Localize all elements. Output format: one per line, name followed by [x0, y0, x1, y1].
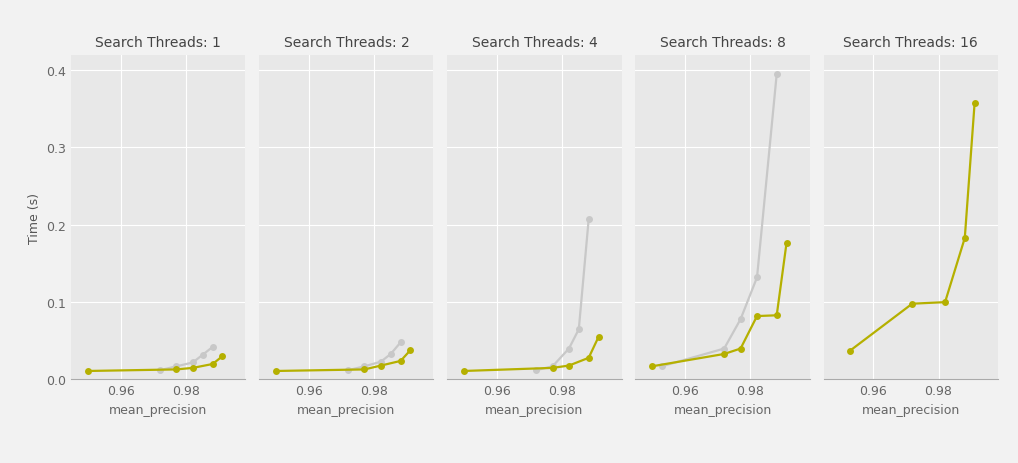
Title: Search Threads: 8: Search Threads: 8 — [660, 36, 786, 50]
Title: Search Threads: 1: Search Threads: 1 — [96, 36, 221, 50]
Title: Search Threads: 2: Search Threads: 2 — [283, 36, 409, 50]
X-axis label: mean_precision: mean_precision — [297, 403, 396, 416]
X-axis label: mean_precision: mean_precision — [109, 403, 208, 416]
Y-axis label: Time (s): Time (s) — [27, 192, 41, 243]
X-axis label: mean_precision: mean_precision — [673, 403, 772, 416]
X-axis label: mean_precision: mean_precision — [486, 403, 583, 416]
Title: Search Threads: 16: Search Threads: 16 — [843, 36, 978, 50]
X-axis label: mean_precision: mean_precision — [861, 403, 960, 416]
Title: Search Threads: 4: Search Threads: 4 — [471, 36, 598, 50]
